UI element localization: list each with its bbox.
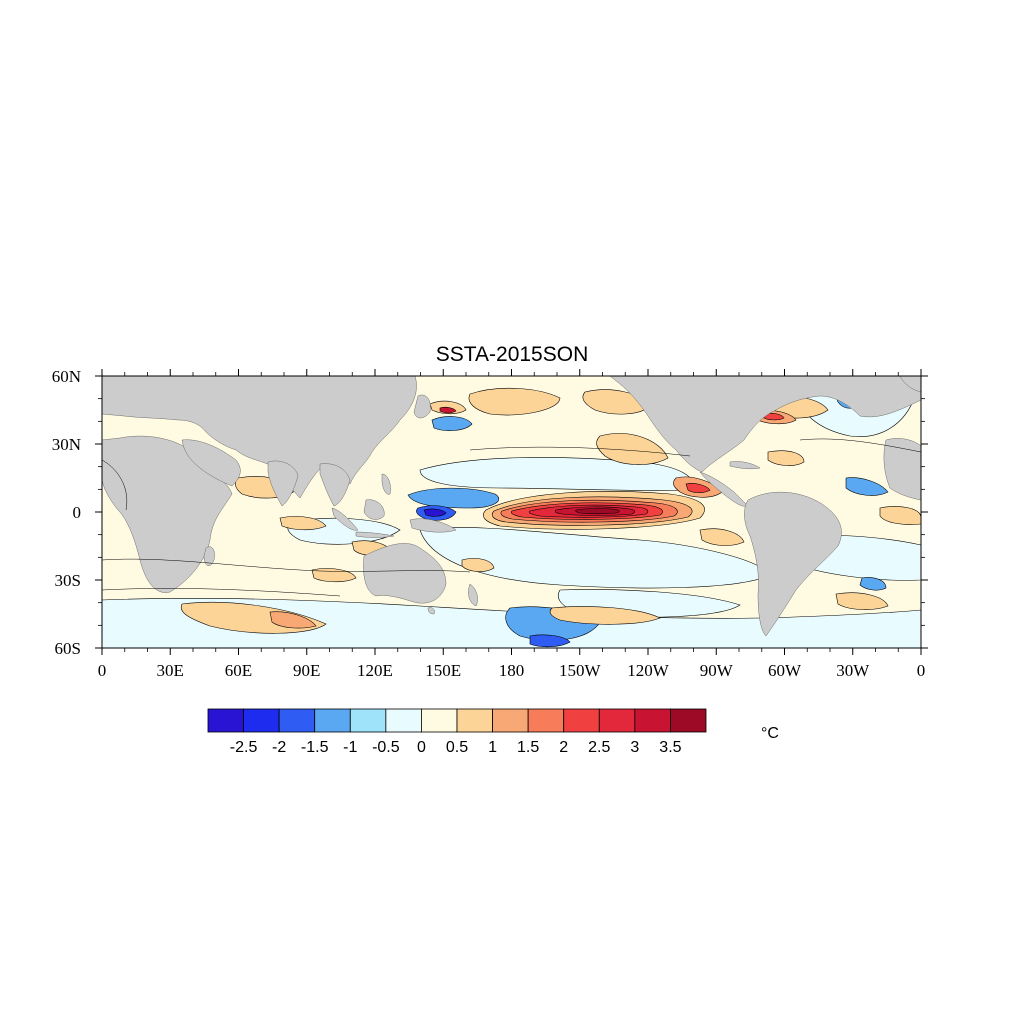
land-borneo bbox=[363, 499, 385, 520]
contour-line-5 bbox=[102, 459, 128, 511]
colorbar-label: -0.5 bbox=[372, 739, 400, 756]
land-madagascar bbox=[203, 546, 215, 567]
colorbar-label: -2 bbox=[272, 739, 286, 756]
colorbar-label: 2 bbox=[559, 739, 568, 756]
warm-east-atlantic-eq bbox=[879, 506, 921, 525]
warm-tropical-atlantic bbox=[767, 450, 805, 466]
colorbar-label: 0.5 bbox=[446, 739, 468, 756]
land-greenland-edge bbox=[899, 376, 921, 393]
warm-regions bbox=[180, 387, 921, 634]
y-tick-label: 30S bbox=[55, 571, 81, 590]
x-tick-label: 120W bbox=[627, 661, 670, 680]
colorbar-box bbox=[349, 708, 387, 733]
land-tasmania bbox=[427, 607, 435, 615]
land-india bbox=[267, 460, 299, 507]
x-tick-label: 180 bbox=[499, 661, 525, 680]
contour-line-4 bbox=[799, 438, 921, 453]
colorbar-box bbox=[598, 708, 636, 733]
colorbar-label: -1.5 bbox=[301, 739, 329, 756]
x-tick-label: 60E bbox=[225, 661, 252, 680]
warm-north-pacific bbox=[468, 387, 561, 416]
cold-core-south-pacific-deep bbox=[529, 634, 571, 648]
y-axis: 60N 30N 0 30S 60S bbox=[52, 367, 928, 658]
colorbar-box bbox=[563, 708, 600, 733]
x-tick-label: 30E bbox=[157, 661, 184, 680]
x-tick-label: 150W bbox=[559, 661, 602, 680]
land-arabia bbox=[181, 439, 241, 487]
warm-tasman bbox=[461, 558, 495, 572]
x-tick-label: 60W bbox=[768, 661, 802, 680]
colorbar-box bbox=[385, 708, 422, 733]
x-axis: 0 30E 60E 90E 120E 150E 180 150W 120W 90W 60W 30W 0 bbox=[98, 369, 926, 680]
sst-anomaly-map bbox=[102, 376, 921, 648]
warm-south-atlantic bbox=[835, 592, 889, 610]
land-cuba bbox=[729, 461, 761, 470]
land-west-africa bbox=[883, 438, 921, 501]
colorbar-label: 1 bbox=[488, 739, 497, 756]
land-java bbox=[355, 531, 395, 538]
colorbar-box bbox=[207, 708, 244, 733]
colorbar-box bbox=[314, 708, 351, 733]
colorbar-label: 2.5 bbox=[588, 739, 610, 756]
colorbar-box bbox=[670, 708, 707, 733]
colorbar-box bbox=[278, 708, 316, 733]
warm-southern-indian-core bbox=[269, 611, 317, 629]
x-tick-label: 90W bbox=[700, 661, 734, 680]
colorbar-label: 3 bbox=[630, 739, 639, 756]
colorbar-label: 0 bbox=[417, 739, 426, 756]
el-nino-tongue bbox=[483, 491, 705, 530]
x-tick-label: 150E bbox=[425, 661, 461, 680]
land-australia bbox=[363, 543, 447, 604]
contour-line-1 bbox=[102, 558, 471, 573]
land-sumatra bbox=[331, 507, 359, 531]
contour-line-3 bbox=[469, 446, 691, 457]
warm-se-pacific bbox=[699, 528, 745, 546]
warm-ne-pacific-coast bbox=[596, 433, 669, 465]
warm-arabian-sea bbox=[279, 516, 327, 531]
x-tick-label: 0 bbox=[917, 661, 926, 680]
unit-label: °C bbox=[761, 725, 779, 742]
colorbar-label: -2.5 bbox=[230, 739, 258, 756]
land-philippines bbox=[381, 473, 391, 495]
colorbar-label: 3.5 bbox=[659, 739, 681, 756]
warm-gulf-stream-core bbox=[763, 412, 785, 421]
y-tick-label: 30N bbox=[52, 435, 81, 454]
land bbox=[102, 376, 921, 637]
colorbar-label: -1 bbox=[343, 739, 357, 756]
cold-core-mid-atlantic bbox=[845, 477, 889, 496]
colorbar-box bbox=[634, 708, 671, 733]
y-tick-label: 60N bbox=[52, 367, 81, 386]
map-title: SSTA-2015SON bbox=[436, 343, 589, 366]
warm-baja-core bbox=[685, 483, 711, 493]
land-japan bbox=[413, 394, 431, 419]
land-north-america bbox=[609, 376, 921, 473]
cold-core-south-atlantic bbox=[859, 577, 887, 591]
land-south-america bbox=[744, 491, 842, 637]
colorbar: -2.5 -2 -1.5 -1 -0.5 0 0.5 1 1.5 2 2.5 3 3.5 bbox=[207, 708, 707, 756]
colorbar-box bbox=[456, 708, 493, 733]
warm-south-pacific bbox=[549, 606, 661, 625]
colorbar-box bbox=[527, 708, 565, 733]
y-tick-label: 0 bbox=[73, 503, 82, 522]
colorbar-box bbox=[421, 708, 458, 733]
cold-core-wpac-deepest bbox=[423, 508, 447, 517]
y-tick-label: 60S bbox=[55, 639, 81, 658]
land-new-zealand bbox=[468, 583, 478, 607]
land-indochina bbox=[319, 463, 351, 507]
colorbar-box bbox=[492, 708, 529, 733]
colorbar-label: 1.5 bbox=[517, 739, 539, 756]
contour-lines bbox=[102, 438, 921, 597]
x-tick-label: 30W bbox=[836, 661, 870, 680]
cold-core-kuroshio bbox=[431, 416, 473, 431]
contour-line-2 bbox=[102, 588, 341, 597]
warm-kuroshio-core bbox=[439, 406, 457, 414]
x-tick-label: 90E bbox=[293, 661, 320, 680]
x-tick-label: 0 bbox=[98, 661, 107, 680]
colorbar-box bbox=[243, 708, 280, 733]
land-new-guinea bbox=[409, 518, 457, 533]
el-nino-level-7 bbox=[575, 508, 620, 515]
warm-south-indian-mid bbox=[311, 568, 357, 583]
x-tick-label: 120E bbox=[357, 661, 393, 680]
